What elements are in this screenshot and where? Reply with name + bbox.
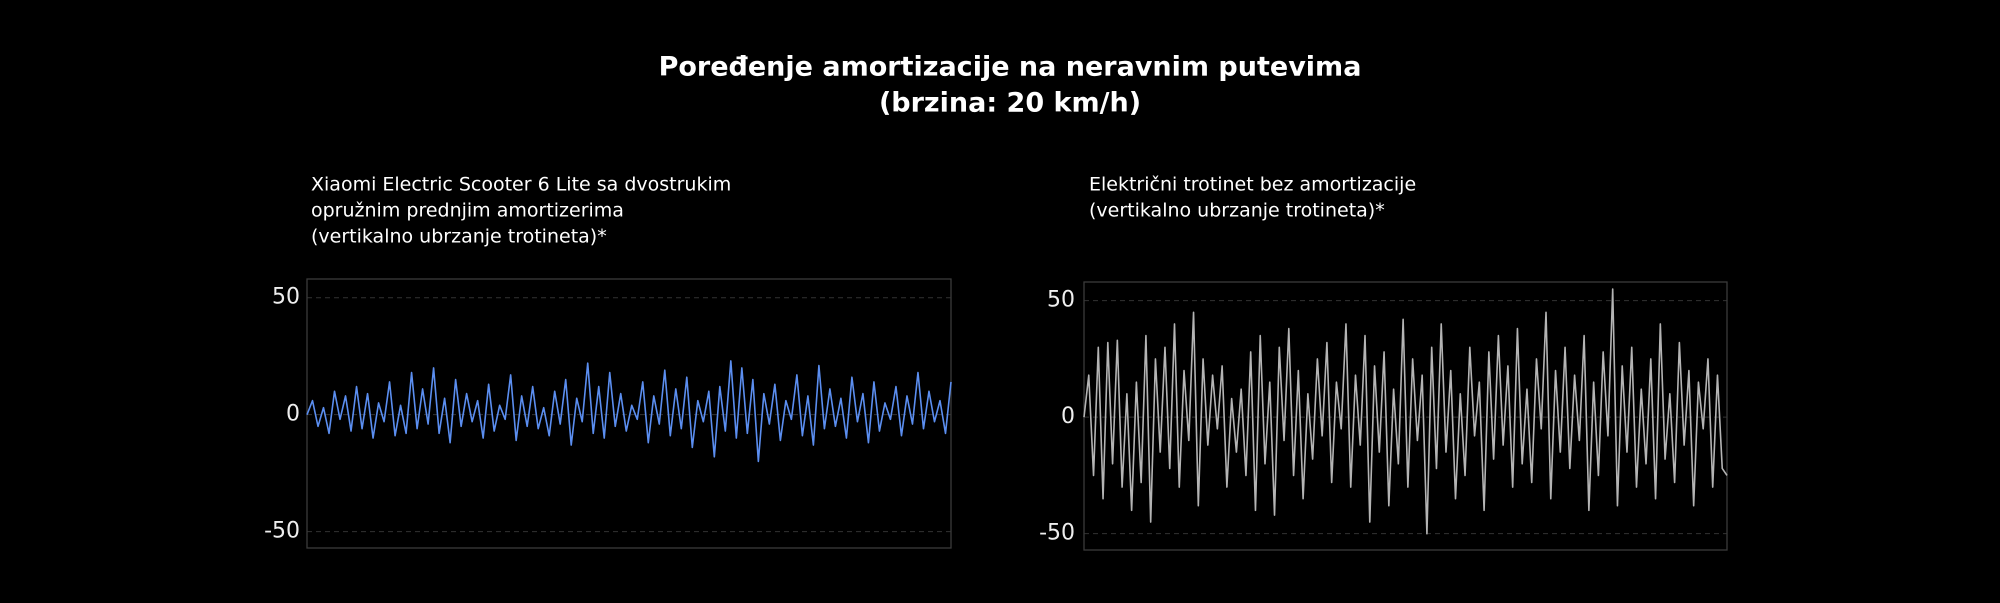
title: Poređenje amortizacije na neravnim putev… — [659, 52, 1362, 83]
y-tick-label: -50 — [264, 519, 300, 544]
chart-title: (vertikalno ubrzanje trotineta)* — [311, 226, 607, 248]
y-tick-label: -50 — [1039, 521, 1075, 546]
chart-title: (vertikalno ubrzanje trotineta)* — [1089, 200, 1385, 222]
data-line — [1083, 288, 1728, 535]
chart-title: opružnim prednjim amortizerima — [311, 200, 624, 222]
y-tick-label: 50 — [1047, 288, 1075, 313]
y-tick-label: 0 — [286, 402, 300, 427]
subtitle: (brzina: 20 km/h) — [879, 88, 1141, 119]
y-tick-label: 50 — [272, 285, 300, 310]
chart-title: Električni trotinet bez amortizacije — [1089, 174, 1416, 196]
y-tick-label: 0 — [1061, 404, 1075, 429]
chart-title: Xiaomi Electric Scooter 6 Lite sa dvostr… — [311, 174, 731, 196]
data-line — [306, 360, 952, 463]
